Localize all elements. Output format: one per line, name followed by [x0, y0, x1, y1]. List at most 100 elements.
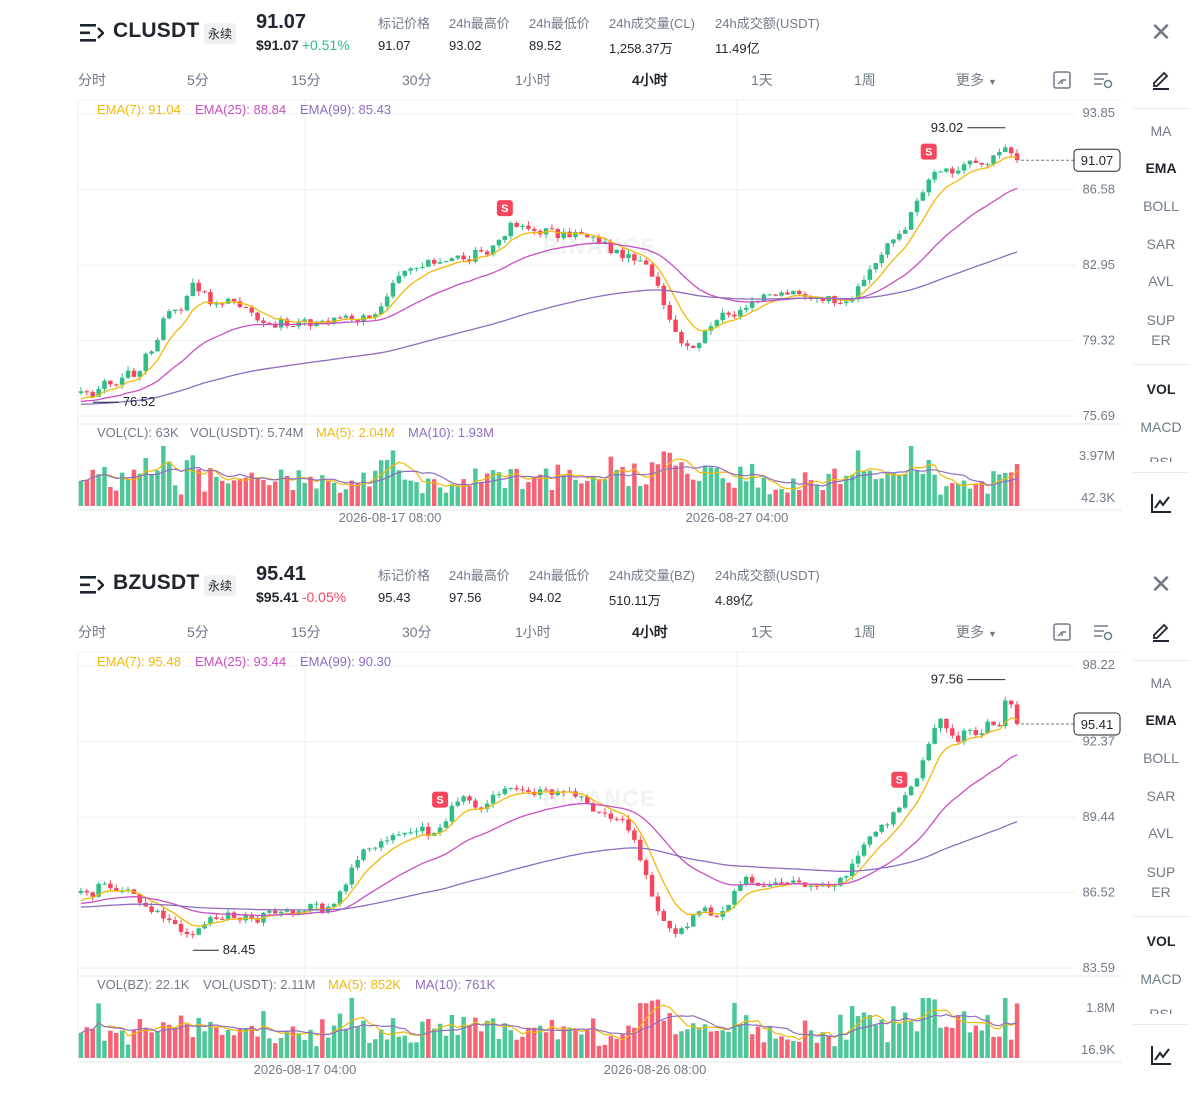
indicator-vol[interactable]: VOL	[1146, 381, 1176, 397]
close-icon[interactable]: ✕	[1150, 569, 1172, 599]
volume-bar	[378, 1029, 384, 1058]
stat-value: 11.49亿	[715, 41, 760, 56]
timeframe-label: 5分	[187, 72, 209, 88]
indicator-rsi[interactable]: RSI	[1149, 454, 1173, 462]
chart-settings-icon[interactable]	[1052, 70, 1072, 90]
candle-body	[555, 229, 561, 239]
indicator-chart-icon[interactable]	[1132, 1044, 1190, 1069]
volume-bar	[714, 468, 720, 506]
sell-marker-badge	[432, 791, 449, 808]
volume-bar	[814, 484, 820, 506]
menu-list-icon[interactable]	[80, 22, 105, 44]
indicator-sar[interactable]: SAR	[1146, 236, 1176, 252]
volume-bar	[920, 998, 926, 1058]
timeframe-tab-6[interactable]: 1天	[751, 622, 773, 642]
volume-bar	[184, 460, 190, 506]
candle-body	[1014, 153, 1020, 161]
candle-body	[284, 319, 290, 327]
candle-body	[390, 835, 396, 841]
timeframe-tab-4[interactable]: 1小时	[515, 622, 551, 642]
volume-bar	[679, 462, 684, 506]
timeframe-tab-1[interactable]: 5分	[187, 70, 209, 90]
indicator-chart-icon[interactable]	[1132, 492, 1190, 517]
timeframe-tab-8[interactable]: 更多 ▼	[956, 70, 997, 90]
candle-body	[526, 225, 531, 229]
candlestick-chart[interactable]: BINANCE98.2292.3789.4486.5283.591.8M16.9…	[0, 646, 1122, 1076]
timeframe-tab-2[interactable]: 15分	[291, 70, 321, 90]
volume-bar	[461, 1016, 466, 1058]
candle-body	[526, 790, 531, 792]
indicator-macd[interactable]: MACD	[1140, 971, 1182, 987]
indicator-super[interactable]: SUPER	[1146, 864, 1176, 900]
volume-bar	[78, 480, 84, 506]
close-icon[interactable]: ✕	[1150, 17, 1172, 47]
candle-body	[90, 892, 95, 897]
indicator-settings-icon[interactable]	[1092, 622, 1113, 642]
volume-bar	[284, 1030, 290, 1058]
volume-bar	[1008, 472, 1014, 506]
volume-bar	[437, 1023, 443, 1058]
indicator-avl[interactable]: AVL	[1148, 273, 1174, 289]
stat-value: 1,258.37万	[609, 41, 673, 56]
symbol-name[interactable]: CLUSDT	[113, 19, 200, 42]
candle-body	[431, 260, 437, 264]
indicator-boll[interactable]: BOLL	[1143, 198, 1179, 214]
stat-label: 24h成交额(USDT)	[715, 568, 820, 583]
draw-tool-icon[interactable]	[1132, 620, 1190, 645]
indicator-avl[interactable]: AVL	[1148, 825, 1174, 841]
candle-body	[732, 314, 737, 317]
timeframe-tab-3[interactable]: 30分	[402, 622, 432, 642]
candle-body	[320, 903, 325, 913]
chevron-down-icon: ▼	[988, 77, 997, 87]
timeframe-tab-5[interactable]: 4小时	[632, 70, 668, 90]
candle-body	[249, 307, 254, 313]
indicator-sar[interactable]: SAR	[1146, 788, 1176, 804]
indicator-boll[interactable]: BOLL	[1143, 750, 1179, 766]
indicator-vol[interactable]: VOL	[1146, 933, 1176, 949]
indicator-super[interactable]: SUPER	[1146, 312, 1176, 348]
timeframe-tab-6[interactable]: 1天	[751, 70, 773, 90]
indicator-ma[interactable]: MA	[1150, 675, 1172, 691]
candle-body	[449, 805, 455, 822]
timeframe-tab-0[interactable]: 分时	[78, 622, 106, 642]
volume-bar	[302, 1040, 307, 1058]
volume-bar	[691, 1023, 696, 1058]
volume-bar	[667, 452, 672, 506]
candle-body	[84, 890, 90, 893]
candle-body	[473, 800, 478, 808]
volume-bar	[296, 470, 302, 506]
volume-bar	[84, 479, 90, 506]
indicator-ema[interactable]: EMA	[1145, 712, 1177, 728]
timeframe-tab-8[interactable]: 更多 ▼	[956, 622, 997, 642]
timeframe-tab-7[interactable]: 1周	[854, 622, 876, 642]
draw-tool-icon[interactable]	[1132, 68, 1190, 93]
timeframe-tab-1[interactable]: 5分	[187, 622, 209, 642]
candle-body	[249, 915, 254, 919]
menu-list-icon[interactable]	[80, 574, 105, 596]
timeframe-tab-3[interactable]: 30分	[402, 70, 432, 90]
indicator-rsi[interactable]: RSI	[1149, 1006, 1173, 1014]
vol-legend-vol: VOL(CL): 63K	[97, 425, 179, 440]
candle-body	[908, 212, 914, 230]
candle-body	[590, 236, 596, 238]
timeframe-tab-5[interactable]: 4小时	[632, 622, 668, 642]
current-price-tag	[1073, 148, 1121, 172]
chart-settings-icon[interactable]	[1052, 622, 1072, 642]
timeframe-tab-7[interactable]: 1周	[854, 70, 876, 90]
indicator-settings-icon[interactable]	[1092, 70, 1113, 90]
candle-body	[290, 910, 296, 916]
timeframe-tab-0[interactable]: 分时	[78, 70, 106, 90]
timeframe-tab-2[interactable]: 15分	[291, 622, 321, 642]
indicator-ema[interactable]: EMA	[1145, 160, 1177, 176]
candle-body	[349, 315, 355, 320]
volume-bar	[738, 1023, 743, 1058]
symbol-name[interactable]: BZUSDT	[113, 571, 200, 594]
volume-bar	[985, 493, 990, 506]
indicator-macd[interactable]: MACD	[1140, 419, 1182, 435]
timeframe-tab-4[interactable]: 1小时	[515, 70, 551, 90]
candle-body	[1003, 700, 1008, 727]
volume-bar	[296, 1033, 302, 1058]
indicator-ma[interactable]: MA	[1150, 123, 1172, 139]
candlestick-chart[interactable]: BINANCE93.8586.5882.9579.3275.693.97M42.…	[0, 94, 1122, 524]
candle-body	[396, 834, 402, 836]
